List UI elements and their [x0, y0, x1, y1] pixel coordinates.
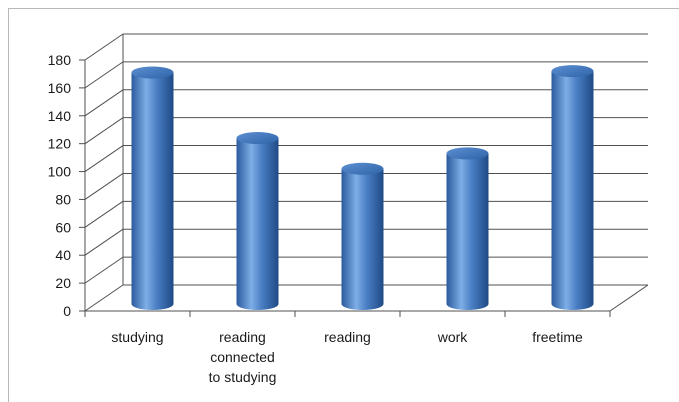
- gridline: [84, 61, 648, 89]
- y-tick-label: 140: [48, 108, 72, 124]
- y-tick-label: 100: [48, 164, 72, 180]
- y-tick-label: 20: [55, 275, 71, 291]
- x-tick-label: reading: [324, 329, 371, 345]
- x-tick-label: studying: [111, 329, 163, 345]
- bars: [131, 65, 594, 311]
- x-tick-label: connected: [210, 349, 275, 365]
- bar: [551, 65, 594, 310]
- y-tick-label: 120: [48, 136, 72, 152]
- bar: [446, 147, 489, 310]
- bar: [131, 66, 174, 311]
- y-tick-label: 40: [55, 247, 71, 263]
- x-axis-ticks: studying reading connected to studying readi…: [111, 329, 583, 385]
- axes: [79, 34, 649, 317]
- gridline: [84, 33, 648, 61]
- bar: [341, 162, 384, 310]
- chart-frame: [8, 8, 679, 402]
- y-tick-label: 180: [48, 52, 72, 68]
- y-tick-label: 60: [55, 219, 71, 235]
- y-axis-ticks: 0 20 40 60 80 100 120 140 160 180: [48, 52, 72, 319]
- y-tick-label: 80: [55, 191, 71, 207]
- x-tick-label: to studying: [209, 369, 277, 385]
- y-tick-label: 0: [63, 303, 71, 319]
- x-tick-label: work: [437, 329, 469, 345]
- x-tick-label: freetime: [532, 329, 583, 345]
- bar: [236, 132, 279, 310]
- x-tick-label: reading: [219, 329, 266, 345]
- floor-edge: [609, 284, 649, 312]
- y-tick-label: 160: [48, 80, 72, 96]
